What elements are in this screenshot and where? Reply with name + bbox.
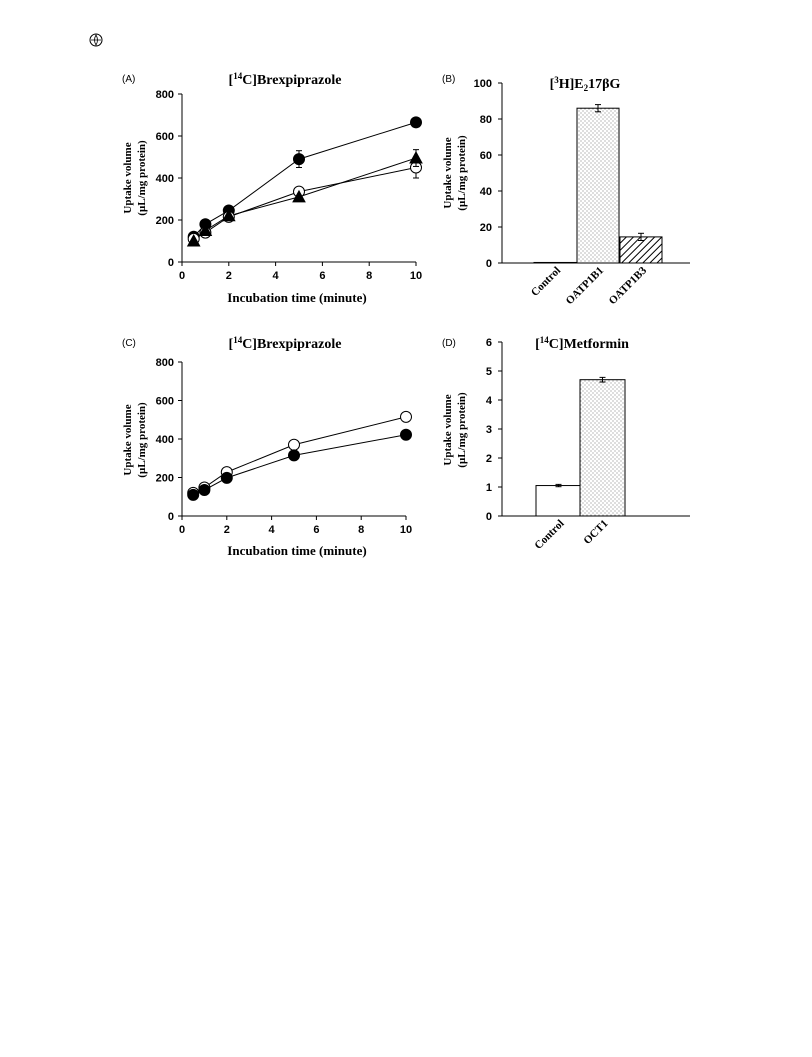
B-y-tick-label: 0: [486, 258, 492, 270]
D-y-tick-label: 6: [486, 337, 492, 349]
panel-d-ylabel-line2: (μL/mg protein): [456, 392, 468, 468]
journal-logo-icon: [89, 33, 103, 47]
panel-c: (C) [14C]Brexpiprazole Uptake volume (μL…: [122, 335, 412, 558]
A-series-0-point: [293, 153, 305, 166]
C-x-tick-label: 8: [358, 524, 364, 536]
panel-a-ylabel-line2: (μL/mg protein): [136, 140, 148, 216]
C-y-tick-label: 200: [156, 473, 174, 485]
A-y-tick-label: 200: [156, 215, 174, 227]
panel-b: (B) [3H]E217βG Uptake volume (μL/mg prot…: [442, 74, 690, 307]
A-x-tick-label: 6: [319, 270, 325, 282]
panel-a-title: [14C]Brexpiprazole: [229, 71, 342, 88]
A-series-2-point: [221, 208, 236, 222]
C-series-0-point: [400, 410, 412, 423]
panel-d-title: [14C]Metformin: [535, 335, 629, 352]
D-category-label: OCT1: [581, 518, 610, 547]
A-x-tick-label: 10: [410, 270, 422, 282]
B-category-label: OATP1B1: [564, 265, 606, 307]
C-series-0-point: [288, 438, 300, 451]
C-series-1-point: [288, 449, 300, 462]
C-series-1-point: [220, 471, 233, 484]
D-y-tick-label: 5: [486, 366, 492, 378]
B-bar-oatp1b1: [576, 107, 620, 264]
B-y-tick-label: 80: [480, 114, 492, 126]
A-x-tick-label: 4: [273, 270, 280, 282]
C-x-tick-label: 6: [313, 524, 319, 536]
C-y-tick-label: 800: [156, 357, 174, 369]
C-x-tick-label: 4: [269, 524, 276, 536]
panel-b-ylabel-line2: (μL/mg protein): [456, 135, 468, 211]
panel-a-label: (A): [122, 74, 135, 85]
C-series-1-point: [400, 428, 412, 441]
B-y-tick-label: 100: [474, 78, 492, 90]
panel-b-title: [3H]E217βG: [550, 75, 621, 93]
A-y-tick-label: 400: [156, 173, 174, 185]
panel-a-ylabel-line1: Uptake volume: [122, 142, 134, 213]
A-x-tick-label: 2: [226, 270, 232, 282]
D-y-tick-label: 2: [486, 453, 492, 465]
panel-b-label: (B): [442, 74, 455, 85]
A-x-tick-label: 0: [179, 270, 185, 282]
A-series-2-point: [198, 223, 213, 236]
D-y-tick-label: 4: [486, 395, 493, 407]
D-y-tick-label: 0: [486, 511, 492, 523]
A-series-1-line: [193, 167, 417, 240]
panel-b-plot: 0 20 40 60 80 100 Control OATP1B1 OATP1B3: [474, 78, 690, 307]
A-series-0-point: [410, 116, 422, 129]
panel-d-label: (D): [442, 338, 456, 349]
panel-c-ylabel-line2: (μL/mg protein): [136, 402, 148, 478]
C-x-tick-label: 10: [400, 524, 412, 536]
panel-d-plot: 0 1 2 3 4 5 6 Control OCT1: [486, 337, 690, 552]
B-y-tick-label: 40: [480, 186, 492, 198]
panel-b-ylabel-line1: Uptake volume: [442, 137, 454, 208]
panel-c-title: [14C]Brexpiprazole: [229, 335, 342, 352]
D-y-tick-label: 1: [486, 482, 492, 494]
C-y-tick-label: 400: [156, 434, 174, 446]
C-x-tick-label: 0: [179, 524, 185, 536]
panel-a-plot: 0 200 400 600 800 0 2 4 6 8 10: [156, 89, 423, 282]
panel-a-xlabel: Incubation time (minute): [227, 290, 366, 305]
B-y-tick-label: 20: [480, 222, 492, 234]
panel-c-xlabel: Incubation time (minute): [227, 543, 366, 558]
C-series-1-point: [187, 488, 200, 501]
D-category-label: Control: [532, 518, 566, 552]
D-bar-oct1: [579, 379, 626, 517]
panel-c-label: (C): [122, 338, 136, 349]
panel-a: (A) [14C]Brexpiprazole Uptake volume (μL…: [122, 71, 423, 305]
C-series-1-point: [198, 484, 211, 497]
D-bar-control: [535, 485, 582, 517]
C-y-tick-label: 0: [168, 511, 174, 523]
A-series-2-line: [193, 157, 417, 242]
panel-d: (D) [14C]Metformin Uptake volume (μL/mg …: [442, 335, 690, 552]
A-x-tick-label: 8: [366, 270, 372, 282]
A-series-2-point: [409, 151, 423, 164]
A-y-tick-label: 600: [156, 131, 174, 143]
B-category-label: Control: [529, 265, 563, 299]
C-y-tick-label: 600: [156, 396, 174, 408]
A-y-tick-label: 0: [168, 257, 174, 269]
A-y-tick-label: 800: [156, 89, 174, 101]
panel-d-ylabel-line1: Uptake volume: [442, 394, 454, 465]
B-category-label: OATP1B3: [607, 264, 650, 307]
B-y-tick-label: 60: [480, 150, 492, 162]
panel-c-plot: 0 200 400 600 800 0 2 4 6 8 10: [156, 357, 412, 536]
D-y-tick-label: 3: [486, 424, 492, 436]
C-x-tick-label: 2: [224, 524, 230, 536]
panel-c-ylabel-line1: Uptake volume: [122, 404, 134, 475]
A-series-2-point: [292, 189, 306, 203]
B-bar-control: [533, 261, 577, 264]
A-series-2-point: [186, 233, 201, 247]
